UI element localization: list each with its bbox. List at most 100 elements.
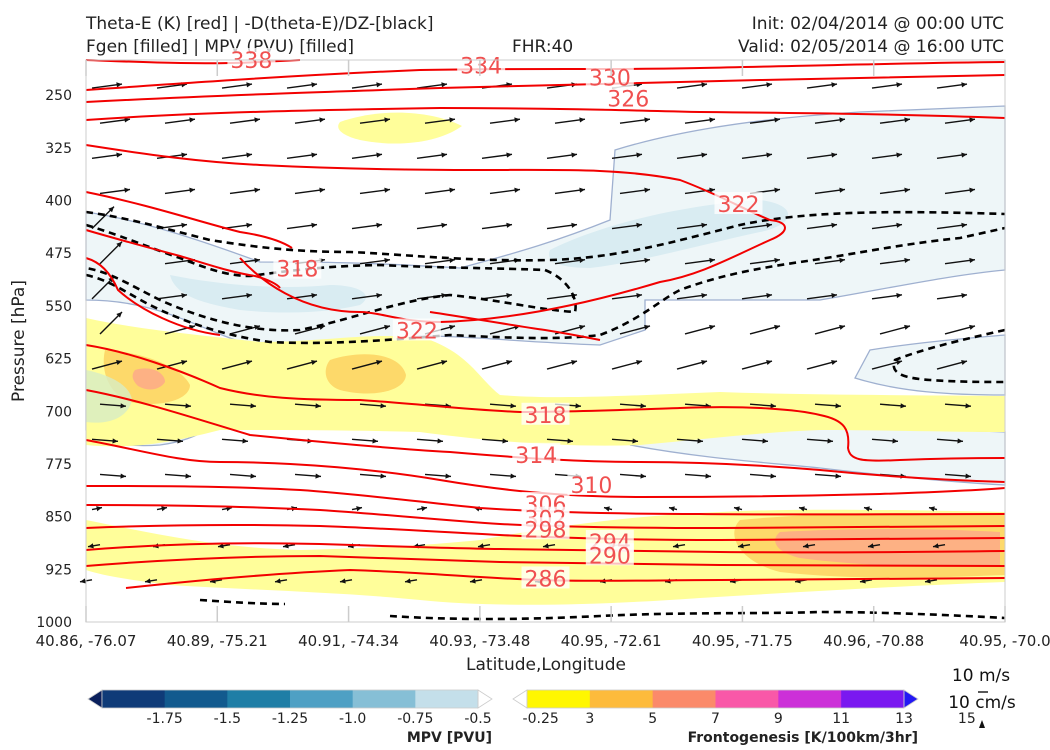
theta-e-label-bg bbox=[273, 256, 322, 279]
x-tick-label: 40.95, -72.61 bbox=[561, 632, 662, 650]
theta-e-contour bbox=[85, 344, 1006, 462]
theta-e-label: 318 bbox=[276, 258, 318, 283]
wind-vector-head bbox=[384, 324, 390, 330]
wind-vector-head bbox=[571, 222, 577, 228]
wind-vector-head bbox=[579, 117, 585, 123]
wind-vector-head bbox=[445, 473, 451, 479]
wind-vector-head bbox=[124, 187, 130, 193]
theta-e-contour bbox=[85, 523, 1006, 542]
wind-vector-head bbox=[161, 506, 167, 512]
wind-vector-head bbox=[384, 187, 390, 193]
wind-vector-head bbox=[701, 359, 707, 366]
wind-vector-head bbox=[636, 222, 642, 228]
wind-vector-head bbox=[319, 187, 325, 193]
wind-vector-head bbox=[701, 152, 707, 158]
wind-vector-head bbox=[969, 324, 975, 330]
mpv-region bbox=[854, 334, 1006, 396]
wind-vector-head bbox=[762, 438, 768, 444]
theta-e-label-bg bbox=[585, 543, 634, 566]
wind-vector-head bbox=[827, 438, 833, 444]
wind-vector-head bbox=[766, 292, 772, 299]
wind-vector-head bbox=[799, 506, 805, 512]
wind-vector-head bbox=[88, 543, 94, 549]
wind-vector-head bbox=[839, 187, 845, 193]
theta-e-label-bg bbox=[392, 318, 441, 341]
theta-e-label: 286 bbox=[525, 567, 567, 592]
wind-vector-head bbox=[441, 152, 447, 158]
wind-vector-head bbox=[181, 359, 187, 366]
mpv-region-dark bbox=[549, 200, 789, 268]
wind-vector-head bbox=[961, 152, 967, 158]
wind-vector-head bbox=[636, 152, 642, 158]
y-tick-label: 1000 bbox=[36, 615, 72, 631]
y-tick-label: 700 bbox=[45, 404, 72, 420]
wind-vector-head bbox=[835, 473, 841, 479]
wind-vector-head bbox=[380, 403, 386, 409]
legend-area: 10 m/s 10 cm/s -1.75 -1.5 -1.25 -1.0 -0.75 -0.5… bbox=[87, 666, 1016, 746]
theta-e-contour bbox=[85, 485, 1006, 516]
wind-vector-head bbox=[579, 324, 585, 330]
y-tick-label: 475 bbox=[45, 246, 72, 262]
y-tick-label: 325 bbox=[45, 141, 72, 157]
wind-vector-head bbox=[449, 117, 455, 123]
wind-vector-head bbox=[181, 152, 187, 158]
theta-e-contour bbox=[85, 542, 1006, 554]
wind-vector-head bbox=[311, 152, 317, 158]
colorbar-tick-label: -0.75 bbox=[397, 711, 433, 727]
theta-e-label-bg bbox=[714, 192, 763, 215]
wind-vector-head bbox=[697, 438, 703, 444]
wind-vector-head bbox=[112, 438, 118, 444]
wind-vector-head bbox=[803, 543, 809, 549]
x-tick-label: 40.93, -73.48 bbox=[429, 632, 530, 650]
colorbar-tick-label: -1.25 bbox=[272, 711, 308, 727]
wind-vector-head bbox=[218, 543, 224, 549]
fgen-region-max bbox=[132, 368, 165, 390]
colorbar-cell bbox=[589, 690, 654, 708]
wind-vector-head bbox=[571, 152, 577, 158]
colorbar-frame bbox=[526, 689, 905, 709]
colorbar-tick-label: 3 bbox=[585, 711, 594, 727]
theta-e-label: 338 bbox=[230, 49, 272, 74]
x-axis-label: Latitude,Longitude bbox=[466, 655, 626, 675]
wind-vector-head bbox=[831, 82, 837, 88]
x-tick-label: 40.95, -71.75 bbox=[692, 632, 793, 650]
colorbar-tick-label: -1.75 bbox=[147, 711, 183, 727]
wind-vector-head bbox=[636, 359, 642, 366]
colorbar-cell bbox=[415, 690, 479, 708]
wind-vector-head bbox=[640, 473, 646, 479]
wind-vector-head bbox=[604, 506, 610, 512]
wind-vector-head bbox=[116, 82, 122, 88]
wind-vector-head bbox=[380, 473, 386, 479]
colorbar-cell bbox=[527, 690, 591, 708]
wind-vector-head bbox=[669, 506, 675, 512]
colorbar-tick-label: 13 bbox=[895, 711, 913, 727]
theta-e-contour bbox=[85, 61, 1006, 91]
wind-vector-head bbox=[831, 359, 837, 366]
y-axis-label: Pressure [hPa] bbox=[9, 280, 29, 402]
theta-e-contour bbox=[85, 257, 221, 336]
wind-vector-head bbox=[774, 117, 780, 123]
theta-e-label-bg bbox=[512, 442, 561, 465]
wind-vector-head bbox=[892, 438, 898, 444]
colorbar-cell bbox=[352, 690, 416, 708]
dashed-contour bbox=[85, 223, 577, 332]
wind-vector-head bbox=[904, 257, 910, 264]
y-tick-label: 925 bbox=[45, 562, 72, 578]
colorbar-extend-max bbox=[903, 689, 919, 709]
wind-vector-head bbox=[185, 473, 191, 479]
wind-vector-head bbox=[896, 222, 902, 228]
wind-vector-head bbox=[839, 257, 845, 264]
y-tick-label: 625 bbox=[45, 352, 72, 368]
wind-vector-head bbox=[969, 117, 975, 123]
theta-e-label: 318 bbox=[525, 404, 567, 429]
wind-vector-head bbox=[831, 152, 837, 158]
wind-vector-head bbox=[904, 117, 910, 123]
theta-e-label: 322 bbox=[717, 193, 759, 218]
wind-vector-head bbox=[734, 506, 740, 512]
chart-title-line1: Theta-E (K) [red] | -D(theta-E)/DZ-[blac… bbox=[86, 14, 434, 34]
wind-vector-head bbox=[506, 152, 512, 158]
valid-time: Valid: 02/05/2014 @ 16:00 UTC bbox=[738, 37, 1004, 57]
wind-vector-head bbox=[957, 438, 963, 444]
wind-vector-head bbox=[275, 578, 281, 584]
wind-vector-head bbox=[116, 152, 122, 158]
